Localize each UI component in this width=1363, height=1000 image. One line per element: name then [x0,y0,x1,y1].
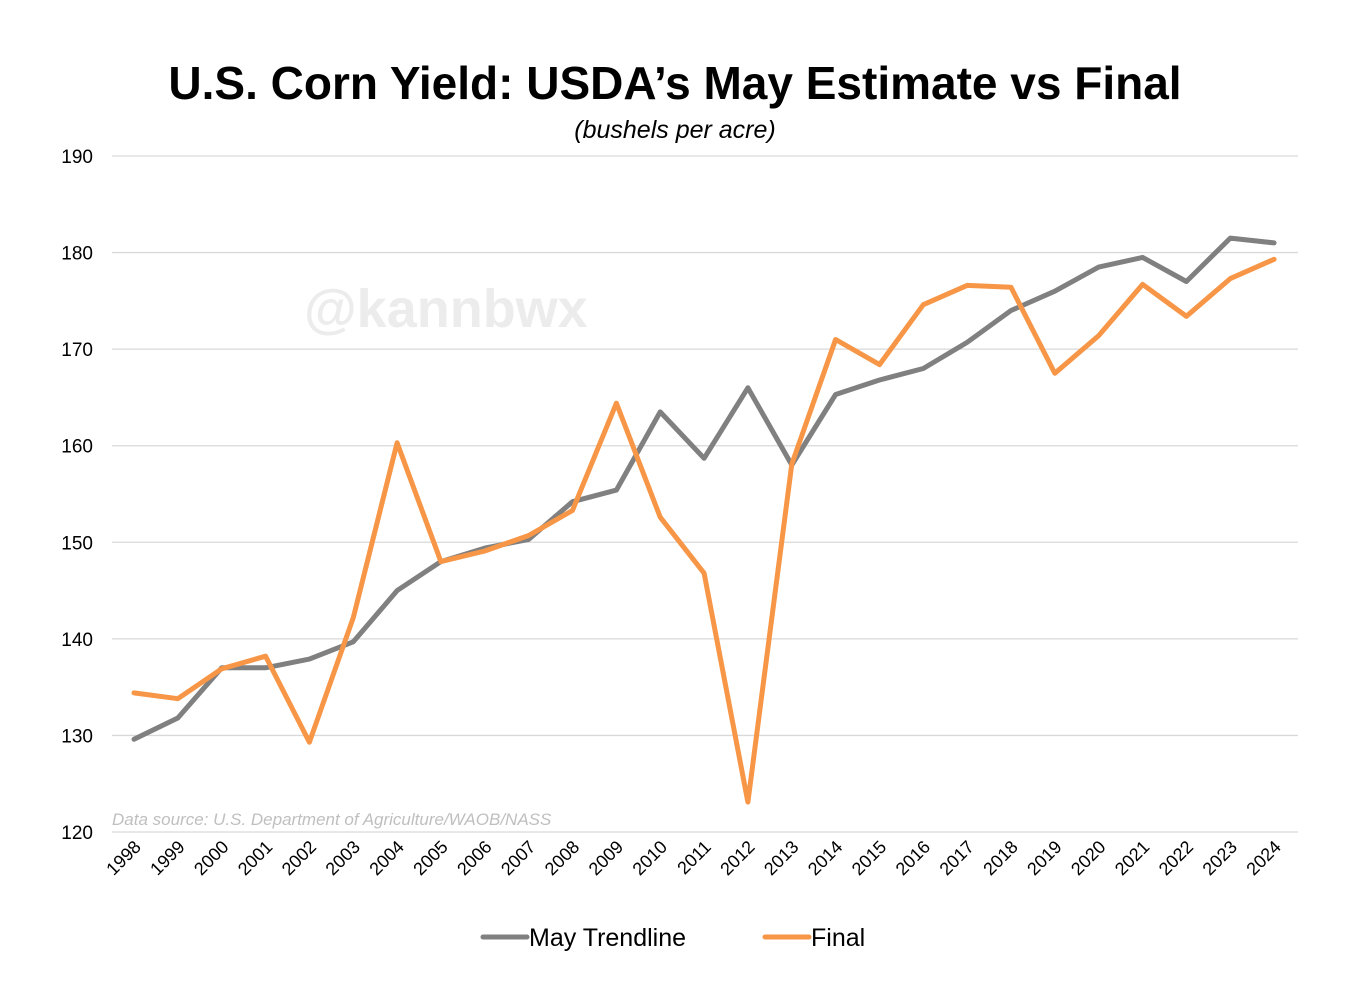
x-tick-label: 2021 [1111,837,1153,879]
x-tick-label: 2002 [278,837,320,879]
series-lines [131,235,1277,805]
x-tick-label: 2013 [760,837,802,879]
x-tick-label: 2017 [936,837,978,879]
x-tick-label: 2012 [716,837,758,879]
x-tick-label: 2004 [365,837,407,879]
x-tick-label: 2008 [541,837,583,879]
x-tick-label: 2024 [1242,837,1284,879]
x-tick-label: 1998 [102,837,144,879]
x-tick-label: 1999 [146,837,188,879]
y-tick-label: 130 [61,726,93,747]
x-tick-label: 2022 [1155,837,1197,879]
x-tick-label: 2003 [322,837,364,879]
y-tick-label: 190 [61,147,93,168]
legend-label: Final [811,924,865,952]
x-axis-ticks: 1998 1999 2000 2001 2002 2003 2004 2005 2006 2007… [102,837,1285,879]
y-tick-label: 160 [61,437,93,458]
x-tick-label: 2011 [673,837,715,879]
x-tick-label: 2023 [1199,837,1241,879]
x-tick-label: 2016 [892,837,934,879]
y-tick-label: 140 [61,630,93,651]
y-tick-label: 150 [61,533,93,554]
y-tick-label: 120 [61,823,93,844]
series-line-1 [131,256,1277,805]
y-tick-label: 180 [61,244,93,265]
y-tick-label: 170 [61,340,93,361]
chart-subtitle: (bushels per acre) [574,116,775,144]
x-tick-label: 2005 [409,837,451,879]
x-tick-label: 2020 [1067,837,1109,879]
legend-label: May Trendline [529,924,686,952]
y-axis-ticks: 120 130 140 150 160 170 180 190 [61,147,93,844]
legend: May Trendline Final [480,924,865,952]
x-tick-label: 2019 [1023,837,1065,879]
x-tick-label: 2010 [629,837,671,879]
series-line-0 [131,235,1277,742]
x-tick-label: 2000 [190,837,232,879]
watermark: @kannbwx [304,279,588,339]
data-source-note: Data source: U.S. Department of Agricult… [112,810,552,829]
x-tick-label: 2006 [453,837,495,879]
chart-title: U.S. Corn Yield: USDA’s May Estimate vs … [168,57,1181,109]
gridlines [112,155,1298,833]
x-tick-label: 2018 [979,837,1021,879]
x-tick-label: 2015 [848,837,890,879]
x-tick-label: 2001 [234,837,276,879]
x-tick-label: 2014 [804,837,846,879]
x-tick-label: 2009 [585,837,627,879]
x-tick-label: 2007 [497,837,539,879]
